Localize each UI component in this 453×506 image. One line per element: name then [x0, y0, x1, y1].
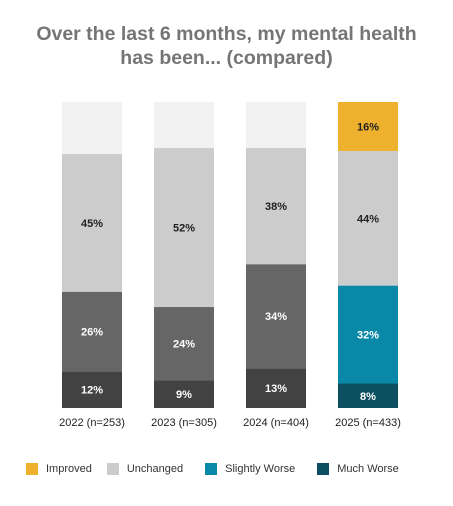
bar-label-much-worse-4: 8%	[360, 391, 376, 403]
legend-swatch-improved	[26, 463, 38, 475]
chart-title-line-2: has been... (compared)	[120, 47, 333, 69]
bar-label-much-worse-2: 9%	[176, 389, 192, 401]
bar-unchanged-4	[338, 150, 398, 286]
category-label-1: 2022 (n=253)	[59, 417, 125, 429]
legend-swatch-unchanged	[106, 463, 119, 475]
legend-item-much-worse: Much Worse	[317, 463, 399, 475]
bar-label-much-worse-3: 13%	[265, 383, 287, 395]
bar-label-slightly-worse-2: 24%	[173, 339, 195, 351]
legend-label-much-worse: Much Worse	[337, 463, 399, 475]
bar-label-unchanged-1: 45%	[81, 218, 103, 230]
bar-label-slightly-worse-4: 32%	[357, 330, 379, 342]
chart-title: Over the last 6 months, my mental health…	[0, 22, 453, 70]
legend-label-unchanged: Unchanged	[126, 463, 184, 475]
legend-swatch-much-worse	[317, 463, 330, 475]
bar-slightly-worse-3	[246, 264, 306, 369]
legend-item-unchanged: Unchanged	[106, 463, 184, 475]
bar-label-unchanged-3: 38%	[265, 201, 287, 213]
bar-improved-4	[338, 102, 398, 151]
bar-label-unchanged-4: 44%	[357, 213, 379, 225]
bar-remainder-3	[246, 102, 306, 148]
category-label-2: 2023 (n=305)	[151, 417, 217, 429]
bar-unchanged-3	[246, 147, 306, 265]
bar-remainder-1	[62, 102, 122, 155]
bar-much-worse-4	[338, 383, 398, 408]
bar-label-slightly-worse-1: 26%	[81, 327, 103, 339]
bar-remainder-2	[154, 102, 214, 148]
bar-label-unchanged-2: 52%	[173, 222, 195, 234]
bar-much-worse-3	[246, 368, 306, 408]
category-label-4: 2025 (n=433)	[335, 417, 401, 429]
bar-label-slightly-worse-3: 34%	[265, 311, 287, 323]
legend-label-slightly-worse: Slightly Worse	[225, 463, 296, 475]
legend-swatch-slightly-worse	[205, 463, 218, 475]
bar-slightly-worse-2	[154, 307, 214, 381]
bar-unchanged-2	[154, 147, 214, 308]
legend-item-slightly-worse: Slightly Worse	[205, 463, 295, 475]
bar-much-worse-1	[62, 371, 122, 408]
bar-label-much-worse-1: 12%	[81, 385, 103, 397]
category-label-3: 2024 (n=404)	[243, 417, 309, 429]
legend-label-improved: Improved	[46, 463, 92, 475]
bar-slightly-worse-4	[338, 285, 398, 384]
chart-title-line-1: Over the last 6 months, my mental health	[36, 23, 417, 45]
bar-label-improved-4: 16%	[357, 121, 379, 133]
bar-much-worse-2	[154, 380, 214, 408]
legend: Improved Unchanged Slightly Worse Much W…	[26, 463, 399, 475]
bar-unchanged-1	[62, 154, 122, 292]
bar-slightly-worse-1	[62, 291, 122, 372]
legend-item-improved: Improved	[26, 463, 92, 475]
